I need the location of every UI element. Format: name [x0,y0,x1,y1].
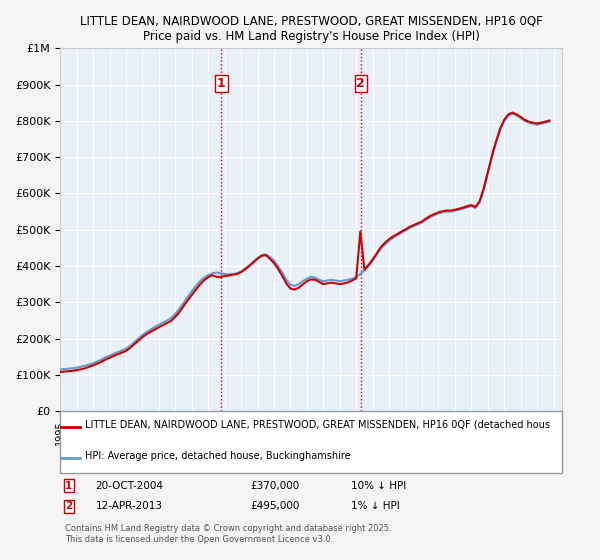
Text: 1: 1 [217,77,226,90]
Text: Contains HM Land Registry data © Crown copyright and database right 2025.
This d: Contains HM Land Registry data © Crown c… [65,524,392,544]
Text: 2: 2 [356,77,365,90]
Text: 2: 2 [65,501,73,511]
Text: LITTLE DEAN, NAIRDWOOD LANE, PRESTWOOD, GREAT MISSENDEN, HP16 0QF (detached hous: LITTLE DEAN, NAIRDWOOD LANE, PRESTWOOD, … [85,420,550,430]
Text: £370,000: £370,000 [251,481,300,491]
Title: LITTLE DEAN, NAIRDWOOD LANE, PRESTWOOD, GREAT MISSENDEN, HP16 0QF
Price paid vs.: LITTLE DEAN, NAIRDWOOD LANE, PRESTWOOD, … [80,15,542,43]
Text: 1% ↓ HPI: 1% ↓ HPI [351,501,400,511]
Text: 1: 1 [65,481,73,491]
FancyBboxPatch shape [60,411,562,473]
Text: HPI: Average price, detached house, Buckinghamshire: HPI: Average price, detached house, Buck… [85,451,351,461]
Text: 10% ↓ HPI: 10% ↓ HPI [351,481,406,491]
Text: 12-APR-2013: 12-APR-2013 [95,501,163,511]
Text: £495,000: £495,000 [251,501,300,511]
Text: 20-OCT-2004: 20-OCT-2004 [95,481,163,491]
